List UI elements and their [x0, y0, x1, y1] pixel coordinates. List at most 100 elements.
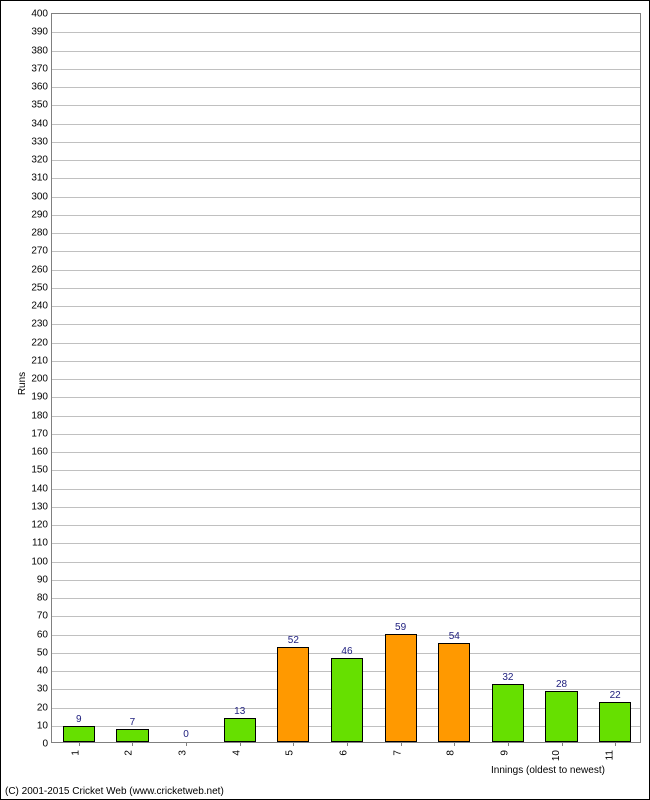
gridline	[52, 343, 640, 344]
x-tick-label: 8	[446, 750, 457, 756]
gridline	[52, 470, 640, 471]
x-tick-label: 10	[550, 750, 561, 761]
y-tick-label: 90	[37, 574, 48, 585]
y-tick-label: 20	[37, 702, 48, 713]
gridline	[52, 598, 640, 599]
x-tick-label: 9	[500, 750, 511, 756]
y-tick-label: 50	[37, 647, 48, 658]
gridline	[52, 452, 640, 453]
x-tick	[132, 742, 133, 746]
bar-value-label: 28	[556, 679, 567, 690]
gridline	[52, 233, 640, 234]
y-tick-label: 350	[31, 100, 48, 111]
bar: 46	[331, 658, 363, 742]
x-tick-label: 4	[231, 750, 242, 756]
x-tick-label: 1	[71, 750, 82, 756]
y-tick-label: 10	[37, 720, 48, 731]
gridline	[52, 160, 640, 161]
bar-value-label: 7	[130, 717, 136, 728]
y-tick-label: 150	[31, 465, 48, 476]
y-tick-label: 280	[31, 228, 48, 239]
y-tick-label: 260	[31, 264, 48, 275]
gridline	[52, 616, 640, 617]
y-tick-label: 180	[31, 410, 48, 421]
gridline	[52, 379, 640, 380]
y-tick-label: 360	[31, 82, 48, 93]
y-tick-label: 400	[31, 9, 48, 20]
x-tick	[615, 742, 616, 746]
gridline	[52, 288, 640, 289]
bar: 22	[599, 702, 631, 742]
x-tick	[240, 742, 241, 746]
y-axis-label: Runs	[17, 372, 28, 395]
gridline	[52, 178, 640, 179]
y-tick-label: 210	[31, 355, 48, 366]
gridline	[52, 270, 640, 271]
x-tick-label: 5	[285, 750, 296, 756]
bar-value-label: 59	[395, 622, 406, 633]
x-tick	[186, 742, 187, 746]
gridline	[52, 251, 640, 252]
gridline	[52, 543, 640, 544]
gridline	[52, 635, 640, 636]
bar-value-label: 13	[234, 706, 245, 717]
bar: 28	[545, 691, 577, 742]
y-tick-label: 140	[31, 483, 48, 494]
chart-container: 0102030405060708090100110120130140150160…	[0, 0, 650, 800]
gridline	[52, 124, 640, 125]
x-tick	[79, 742, 80, 746]
y-tick-label: 110	[32, 538, 48, 549]
gridline	[52, 215, 640, 216]
y-tick-label: 380	[31, 45, 48, 56]
x-tick-label: 3	[178, 750, 189, 756]
y-tick-label: 30	[37, 684, 48, 695]
plot-area: 0102030405060708090100110120130140150160…	[51, 13, 641, 743]
gridline	[52, 489, 640, 490]
x-tick-label: 7	[392, 750, 403, 756]
bar: 9	[63, 726, 95, 742]
bar: 59	[385, 634, 417, 742]
y-tick-label: 200	[31, 374, 48, 385]
y-tick-label: 100	[31, 556, 48, 567]
x-tick	[508, 742, 509, 746]
bar: 54	[438, 643, 470, 742]
bar-value-label: 54	[449, 631, 460, 642]
bar-value-label: 32	[502, 672, 513, 683]
bar: 52	[277, 647, 309, 742]
y-tick-label: 160	[31, 447, 48, 458]
y-tick-label: 230	[31, 319, 48, 330]
gridline	[52, 397, 640, 398]
gridline	[52, 580, 640, 581]
x-tick	[401, 742, 402, 746]
y-tick-label: 310	[31, 173, 48, 184]
copyright-text: (C) 2001-2015 Cricket Web (www.cricketwe…	[5, 786, 224, 797]
gridline	[52, 306, 640, 307]
x-tick	[562, 742, 563, 746]
bar: 13	[224, 718, 256, 742]
y-tick-label: 220	[31, 337, 48, 348]
y-tick-label: 300	[31, 191, 48, 202]
gridline	[52, 324, 640, 325]
y-tick-label: 70	[37, 611, 48, 622]
x-tick-label: 2	[124, 750, 135, 756]
x-tick	[454, 742, 455, 746]
y-tick-label: 270	[31, 246, 48, 257]
x-tick-label: 11	[604, 750, 615, 760]
x-tick	[347, 742, 348, 746]
y-tick-label: 240	[31, 301, 48, 312]
gridline	[52, 525, 640, 526]
y-tick-label: 40	[37, 666, 48, 677]
x-axis-label: Innings (oldest to newest)	[491, 765, 605, 776]
bar-value-label: 46	[341, 646, 352, 657]
bar-value-label: 9	[76, 714, 82, 725]
gridline	[52, 51, 640, 52]
y-tick-label: 0	[42, 739, 48, 750]
gridline	[52, 361, 640, 362]
bar-value-label: 0	[183, 729, 189, 740]
gridline	[52, 32, 640, 33]
gridline	[52, 562, 640, 563]
gridline	[52, 142, 640, 143]
bar: 32	[492, 684, 524, 742]
y-tick-label: 390	[31, 27, 48, 38]
y-tick-label: 340	[31, 118, 48, 129]
